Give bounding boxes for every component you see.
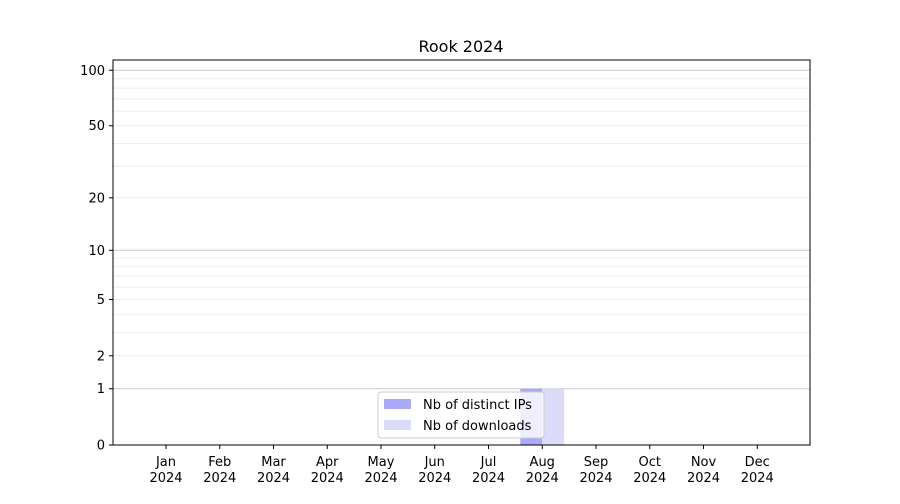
y-axis: 0 1 2 5 10 20 50 100 <box>80 64 113 454</box>
legend: Nb of distinct IPs Nb of downloads <box>377 391 545 439</box>
y-tick-label: 10 <box>88 244 105 259</box>
x-tick-label: Feb 2024 <box>203 455 236 486</box>
x-tick-label: Dec 2024 <box>741 455 774 486</box>
legend-box <box>377 391 545 439</box>
plot-frame <box>112 59 811 446</box>
y-tick-label: 0 <box>97 439 105 454</box>
chart-title: Rook 2024 <box>418 37 503 56</box>
y-tick-label: 50 <box>88 119 105 134</box>
grid <box>113 69 810 390</box>
y-tick-label: 100 <box>80 64 105 79</box>
x-tick-label: Sep 2024 <box>579 455 612 486</box>
x-tick-label: Apr 2024 <box>311 455 344 486</box>
y-tick-label: 20 <box>88 191 105 206</box>
legend-swatch-distinct-ips <box>384 399 411 409</box>
x-tick-label: Nov 2024 <box>687 455 720 486</box>
x-axis: Jan 2024 Feb 2024 Mar 2024 Apr 2024 May 2024 Jun 20… <box>149 445 774 486</box>
legend-swatch-downloads <box>384 420 411 430</box>
y-tick-label: 1 <box>97 382 105 397</box>
x-tick-label: Jul 2024 <box>472 455 505 486</box>
x-tick-label: Aug 2024 <box>526 455 559 486</box>
y-tick-label: 5 <box>97 293 105 308</box>
x-tick-label: Jun 2024 <box>418 455 451 486</box>
x-tick-label: Jan 2024 <box>149 455 182 486</box>
x-tick-label: Mar 2024 <box>257 455 290 486</box>
x-tick-label: Oct 2024 <box>633 455 666 486</box>
bar-downloads <box>542 388 565 445</box>
y-tick-label: 2 <box>97 349 105 364</box>
legend-label-distinct-ips: Nb of distinct IPs <box>423 398 532 413</box>
legend-label-downloads: Nb of downloads <box>423 419 532 434</box>
x-tick-label: May 2024 <box>364 455 397 486</box>
